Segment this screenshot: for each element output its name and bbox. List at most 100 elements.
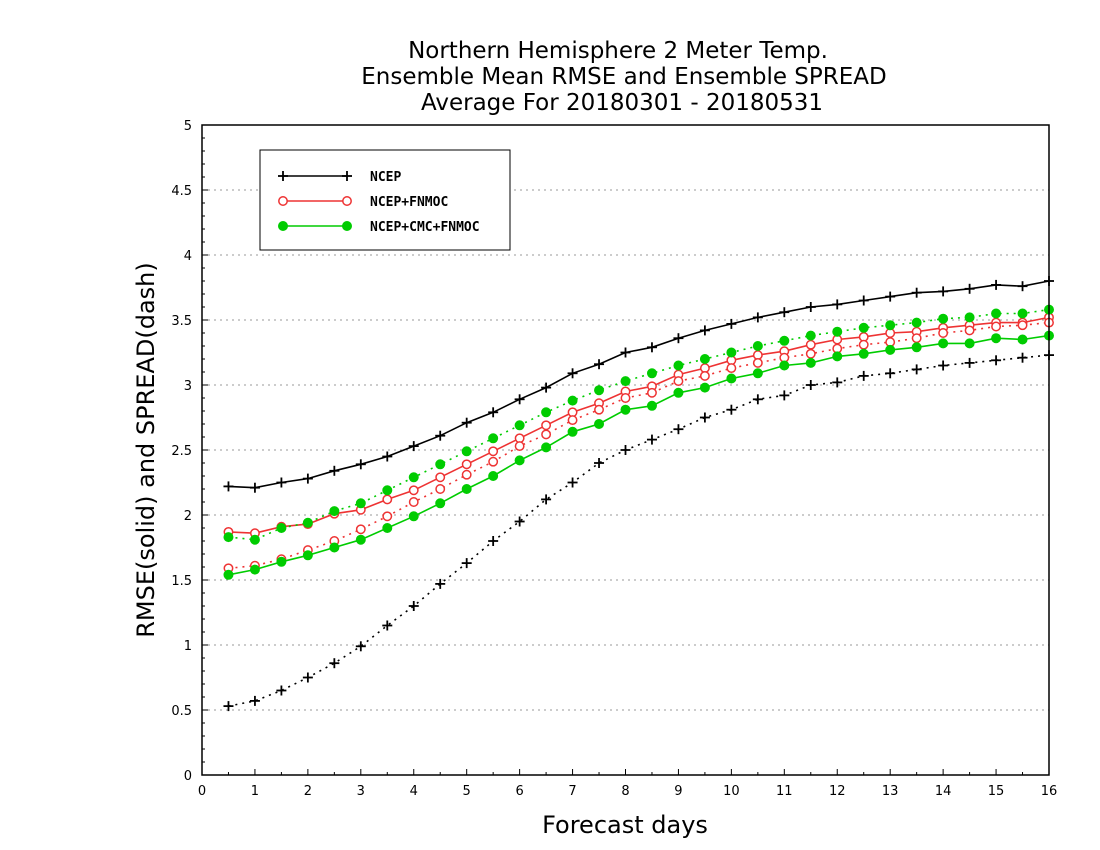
point-ncep-fnmoc-rmse bbox=[805, 339, 816, 350]
point-ncep-rmse bbox=[514, 394, 525, 405]
point-ncep-cmc-fnmoc-spread bbox=[355, 498, 366, 509]
point-ncep-cmc-fnmoc-spread bbox=[514, 420, 525, 431]
point-ncep-cmc-fnmoc-spread bbox=[435, 459, 446, 470]
point-ncep-cmc-fnmoc-rmse bbox=[382, 523, 393, 533]
x-tick-label: 8 bbox=[621, 784, 629, 799]
line-ncep-rmse bbox=[228, 280, 1050, 489]
point-ncep-cmc-fnmoc-rmse bbox=[858, 348, 869, 359]
point-ncep-rmse bbox=[1017, 281, 1028, 292]
y-tick-label: 0 bbox=[184, 769, 192, 784]
legend-marker bbox=[342, 221, 352, 231]
point-ncep-cmc-fnmoc-rmse bbox=[329, 542, 340, 553]
point-ncep-cmc-fnmoc-spread bbox=[276, 523, 287, 533]
point-ncep-fnmoc-spread bbox=[805, 348, 816, 359]
y-tick-label: 5 bbox=[184, 119, 192, 134]
point-ncep-fnmoc-rmse bbox=[408, 485, 419, 496]
point-ncep-cmc-fnmoc-spread bbox=[911, 317, 922, 328]
point-ncep-rmse bbox=[249, 482, 260, 493]
point-ncep-spread bbox=[858, 370, 869, 381]
legend-entry-ncep: NCEP bbox=[278, 170, 401, 185]
point-ncep-cmc-fnmoc-spread bbox=[541, 407, 552, 418]
point-ncep-cmc-fnmoc-rmse bbox=[911, 342, 922, 353]
point-ncep-fnmoc-spread bbox=[461, 469, 472, 480]
x-tick-label: 13 bbox=[882, 784, 899, 799]
point-ncep-rmse bbox=[276, 477, 287, 488]
x-tick-label: 2 bbox=[304, 784, 312, 799]
y-tick-label: 2 bbox=[184, 509, 192, 524]
point-ncep-rmse bbox=[726, 318, 737, 329]
point-ncep-rmse bbox=[938, 286, 949, 297]
point-ncep-fnmoc-spread bbox=[567, 415, 578, 426]
point-ncep-cmc-fnmoc-spread bbox=[1017, 308, 1028, 319]
point-ncep-rmse bbox=[779, 307, 790, 318]
point-ncep-rmse bbox=[620, 347, 631, 358]
title-line-2: Ensemble Mean RMSE and Ensemble SPREAD bbox=[361, 64, 886, 90]
x-tick-label: 12 bbox=[829, 784, 846, 799]
point-ncep-spread bbox=[382, 620, 393, 631]
point-ncep-cmc-fnmoc-spread bbox=[620, 376, 631, 387]
point-ncep-cmc-fnmoc-rmse bbox=[1017, 334, 1028, 345]
point-ncep-cmc-fnmoc-spread bbox=[858, 322, 869, 333]
point-ncep-cmc-fnmoc-spread bbox=[938, 313, 949, 324]
point-ncep-fnmoc-spread bbox=[488, 456, 499, 467]
x-tick-label: 14 bbox=[935, 784, 952, 799]
point-ncep-fnmoc-rmse bbox=[435, 472, 446, 483]
y-tick-label: 3 bbox=[184, 379, 192, 394]
point-ncep-cmc-fnmoc-rmse bbox=[223, 569, 234, 580]
x-tick-label: 4 bbox=[410, 784, 418, 799]
line-ncep-cmc-fnmoc-rmse bbox=[228, 334, 1050, 576]
point-ncep-cmc-fnmoc-rmse bbox=[752, 368, 763, 379]
point-ncep-spread bbox=[726, 404, 737, 415]
chart-title: Northern Hemisphere 2 Meter Temp. Ensemb… bbox=[361, 38, 886, 116]
legend-marker bbox=[278, 171, 288, 181]
point-ncep-cmc-fnmoc-rmse bbox=[488, 471, 499, 481]
title-line-3: Average For 20180301 - 20180531 bbox=[421, 90, 823, 116]
x-tick-label: 15 bbox=[988, 784, 1005, 799]
point-ncep-cmc-fnmoc-spread bbox=[249, 534, 260, 545]
point-ncep-fnmoc-spread bbox=[408, 497, 419, 507]
point-ncep-cmc-fnmoc-rmse bbox=[461, 484, 472, 494]
point-ncep-spread bbox=[541, 494, 552, 505]
point-ncep-spread bbox=[329, 658, 340, 669]
point-ncep-fnmoc-spread bbox=[991, 321, 1002, 332]
point-ncep-spread bbox=[408, 601, 419, 611]
point-ncep-rmse bbox=[541, 382, 552, 393]
point-ncep-cmc-fnmoc-rmse bbox=[805, 357, 816, 368]
point-ncep-cmc-fnmoc-rmse bbox=[355, 534, 366, 545]
point-ncep-spread bbox=[514, 516, 525, 527]
point-ncep-fnmoc-spread bbox=[858, 339, 869, 350]
point-ncep-cmc-fnmoc-spread bbox=[673, 360, 684, 371]
legend: NCEP NCEP+FNMOC NCEP+CMC+FNMOC bbox=[259, 149, 511, 251]
point-ncep-fnmoc-spread bbox=[938, 328, 949, 338]
point-ncep-cmc-fnmoc-rmse bbox=[435, 498, 446, 509]
point-ncep-spread bbox=[832, 377, 843, 388]
point-ncep-cmc-fnmoc-rmse bbox=[594, 419, 605, 429]
legend-marker bbox=[342, 196, 352, 206]
x-tick-label: 10 bbox=[723, 784, 740, 799]
point-ncep-cmc-fnmoc-spread bbox=[991, 308, 1002, 319]
point-ncep-cmc-fnmoc-spread bbox=[488, 433, 499, 444]
point-ncep-rmse bbox=[329, 465, 340, 476]
point-ncep-cmc-fnmoc-spread bbox=[646, 368, 657, 379]
x-tick-label: 9 bbox=[674, 784, 682, 799]
point-ncep-rmse bbox=[223, 481, 234, 492]
point-ncep-fnmoc-rmse bbox=[488, 446, 499, 457]
point-ncep-cmc-fnmoc-spread bbox=[964, 312, 975, 323]
x-tick-label: 0 bbox=[198, 784, 206, 799]
point-ncep-cmc-fnmoc-spread bbox=[832, 326, 843, 337]
point-ncep-spread bbox=[594, 458, 605, 468]
point-ncep-cmc-fnmoc-rmse bbox=[938, 338, 949, 349]
point-ncep-fnmoc-spread bbox=[726, 363, 737, 374]
point-ncep-cmc-fnmoc-rmse bbox=[726, 373, 737, 384]
y-tick-label: 1 bbox=[184, 639, 192, 654]
x-tick-label: 3 bbox=[357, 784, 365, 799]
point-ncep-spread bbox=[938, 360, 949, 371]
point-ncep-cmc-fnmoc-rmse bbox=[832, 351, 843, 362]
point-ncep-cmc-fnmoc-rmse bbox=[885, 344, 896, 355]
point-ncep-spread bbox=[779, 390, 790, 401]
point-ncep-fnmoc-rmse bbox=[541, 420, 552, 431]
point-ncep-spread bbox=[461, 558, 472, 569]
point-ncep-spread bbox=[488, 536, 499, 546]
point-ncep-fnmoc-rmse bbox=[461, 459, 472, 470]
